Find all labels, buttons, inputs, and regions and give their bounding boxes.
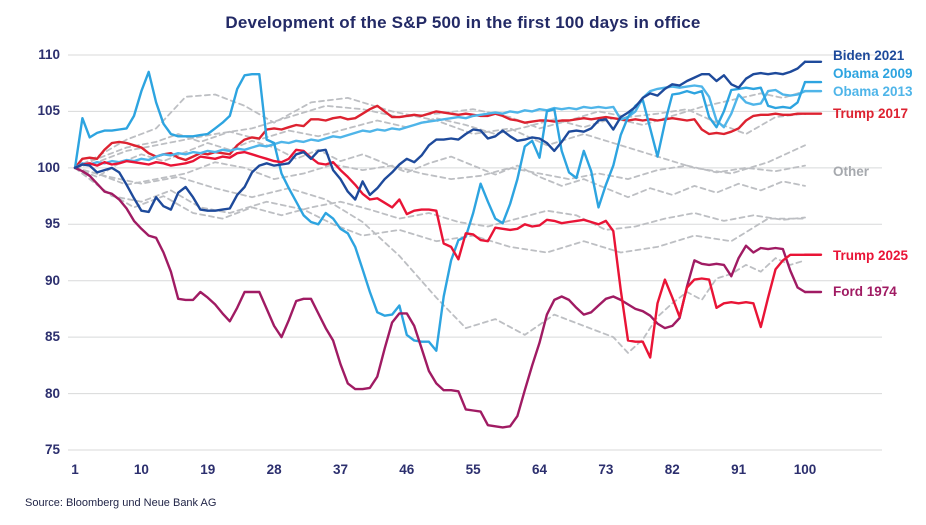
legend-label-biden-2021: Biden 2021 bbox=[833, 47, 905, 63]
y-axis-tick-label: 75 bbox=[44, 442, 60, 457]
x-axis-tick-label: 64 bbox=[532, 462, 548, 477]
x-axis-tick-label: 100 bbox=[793, 462, 817, 477]
x-axis-tick-label: 55 bbox=[465, 462, 481, 477]
x-axis-tick-label: 91 bbox=[731, 462, 747, 477]
x-axis-tick-label: 37 bbox=[332, 462, 348, 477]
series-line-ford-1974 bbox=[73, 166, 807, 429]
y-axis-tick-label: 85 bbox=[44, 329, 60, 345]
other-presidents-line-3 bbox=[74, 104, 806, 169]
series-line-obama-2009 bbox=[73, 70, 807, 352]
other-presidents-line-8 bbox=[74, 139, 806, 199]
x-axis-tick-label: 19 bbox=[200, 462, 216, 477]
legend-label-trump-2017: Trump 2017 bbox=[833, 105, 909, 121]
legend-label-obama-2009: Obama 2009 bbox=[833, 66, 913, 82]
x-axis-tick-label: 82 bbox=[664, 462, 680, 477]
series-line-biden-2021 bbox=[73, 60, 807, 214]
x-axis-tick-label: 28 bbox=[266, 462, 282, 477]
y-axis-tick-label: 110 bbox=[38, 47, 60, 62]
x-axis-tick-label: 73 bbox=[598, 462, 614, 477]
y-axis-tick-label: 90 bbox=[44, 272, 60, 288]
x-axis-tick-label: 46 bbox=[399, 462, 415, 477]
series-line-trump-2017 bbox=[73, 104, 807, 170]
series-line-obama-2013 bbox=[73, 84, 807, 170]
y-axis-tick-label: 100 bbox=[37, 159, 60, 175]
other-presidents-line-7 bbox=[74, 166, 806, 354]
other-presidents-line-1 bbox=[74, 93, 806, 175]
other-presidents-line-4 bbox=[74, 161, 806, 186]
x-axis-tick-label: 10 bbox=[133, 462, 149, 477]
other-presidents-line-2 bbox=[74, 166, 806, 254]
series-line-trump-2025 bbox=[73, 148, 807, 359]
source-note: Source: Bloomberg und Neue Bank AG bbox=[25, 497, 217, 509]
y-axis-tick-label: 80 bbox=[44, 385, 60, 401]
y-axis-tick-label: 95 bbox=[44, 216, 60, 232]
legend-label-obama-2013: Obama 2013 bbox=[833, 84, 913, 100]
y-axis-tick-label: 105 bbox=[37, 103, 60, 119]
other-presidents-line-6 bbox=[74, 90, 806, 169]
chart-title: Development of the S&P 500 in the first … bbox=[225, 13, 701, 32]
legend-label-trump-2025: Trump 2025 bbox=[833, 247, 909, 263]
other-presidents-line-5 bbox=[74, 166, 806, 231]
x-axis-tick-label: 1 bbox=[71, 462, 79, 477]
legend-label-ford-1974: Ford 1974 bbox=[833, 284, 897, 299]
legend-label-other: Other bbox=[833, 164, 870, 180]
